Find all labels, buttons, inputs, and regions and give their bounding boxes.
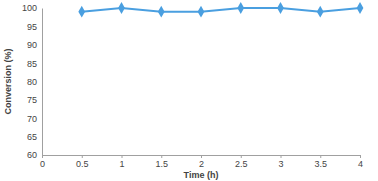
x-tick: 1.5 (155, 155, 168, 169)
y-tick-label: 90 (27, 40, 37, 50)
data-point (78, 6, 85, 18)
x-tick: 0.5 (76, 155, 89, 169)
x-tick-label: 3.5 (314, 159, 327, 169)
x-tick-mark (201, 155, 202, 158)
x-tick: 2 (199, 155, 204, 169)
data-point (198, 6, 205, 18)
y-axis-title: Conversion (%) (3, 48, 13, 114)
data-point (317, 6, 324, 18)
y-tick: 100 (22, 3, 42, 13)
data-point (118, 2, 125, 14)
x-tick-mark (82, 155, 83, 158)
x-tick-label: 0.5 (76, 159, 89, 169)
y-tick-label: 60 (27, 150, 37, 160)
data-point (237, 2, 244, 14)
y-axis: 60 65 70 75 80 85 90 95 100 (22, 3, 43, 160)
x-tick: 2.5 (235, 155, 248, 169)
chart: 60 65 70 75 80 85 90 95 100 0 0.5 1 1.5 2 2.5 3 3.5 4 Conv… (0, 0, 378, 181)
x-tick-label: 2.5 (235, 159, 248, 169)
y-tick: 75 (27, 95, 42, 105)
y-tick: 90 (27, 40, 42, 50)
x-tick: 0 (40, 155, 45, 169)
y-tick-label: 70 (27, 114, 37, 124)
y-tick-label: 95 (27, 22, 37, 32)
data-point (158, 6, 165, 18)
x-axis-title: Time (h) (184, 170, 219, 180)
y-tick: 80 (27, 77, 42, 87)
x-tick: 1 (119, 155, 124, 169)
y-axis-line (42, 9, 43, 156)
series (78, 2, 363, 17)
x-tick-label: 4 (358, 159, 363, 169)
x-tick-mark (42, 155, 43, 158)
y-tick: 70 (27, 114, 42, 124)
x-tick-mark (281, 155, 282, 158)
x-tick-label: 2 (199, 159, 204, 169)
x-tick-mark (122, 155, 123, 158)
y-tick: 95 (27, 22, 42, 32)
x-tick-mark (360, 155, 361, 158)
data-point (277, 2, 284, 14)
x-tick-label: 0 (40, 159, 45, 169)
x-tick-label: 1.5 (155, 159, 168, 169)
plot-area: 60 65 70 75 80 85 90 95 100 0 0.5 1 1.5 2 2.5 3 3.5 4 (22, 2, 363, 169)
x-tick-mark (320, 155, 321, 158)
y-tick-label: 75 (27, 95, 37, 105)
y-tick: 85 (27, 59, 42, 69)
x-tick-mark (161, 155, 162, 158)
x-tick: 3 (278, 155, 283, 169)
y-tick-label: 80 (27, 77, 37, 87)
x-tick-label: 1 (119, 159, 124, 169)
x-axis: 0 0.5 1 1.5 2 2.5 3 3.5 4 (40, 155, 363, 169)
x-tick: 4 (358, 155, 363, 169)
y-tick: 65 (27, 132, 42, 142)
y-tick-label: 85 (27, 59, 37, 69)
x-tick-label: 3 (278, 159, 283, 169)
y-tick-label: 65 (27, 132, 37, 142)
x-tick: 3.5 (314, 155, 327, 169)
x-tick-mark (241, 155, 242, 158)
data-point (357, 2, 364, 14)
y-tick-label: 100 (22, 3, 37, 13)
